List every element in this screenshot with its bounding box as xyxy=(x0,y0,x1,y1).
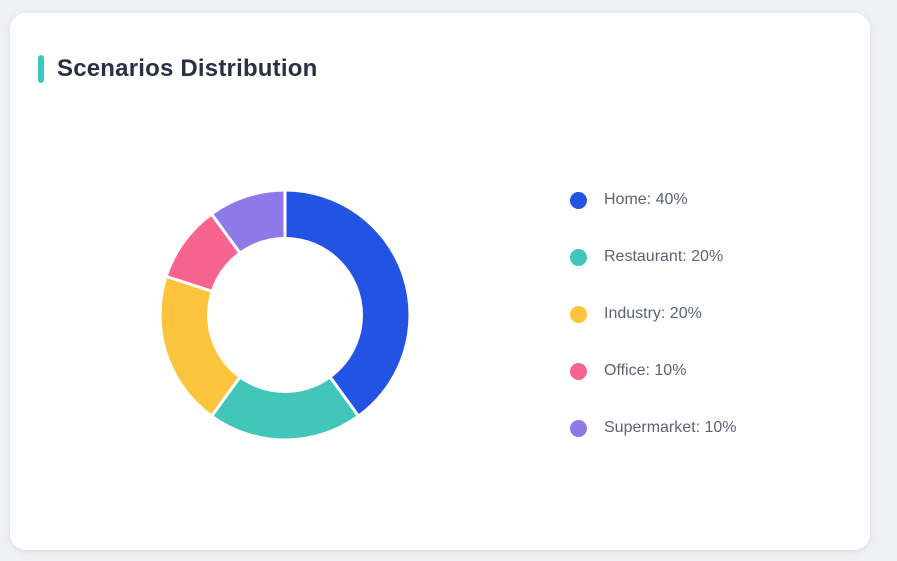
legend-label-restaurant: Restaurant: 20% xyxy=(604,248,724,265)
legend-label-supermarket: Supermarket: 10% xyxy=(604,419,737,436)
legend-label-office: Office: 10% xyxy=(604,362,687,379)
donut-hole xyxy=(207,237,363,393)
donut-chart xyxy=(158,188,412,442)
legend-dot-office xyxy=(570,362,587,380)
legend-item-home[interactable]: Home: 40% xyxy=(570,187,737,213)
legend-dot-industry xyxy=(570,305,587,323)
card-title: Scenarios Distribution xyxy=(57,55,318,82)
legend-item-supermarket[interactable]: Supermarket: 10% xyxy=(570,415,737,441)
legend-dot-home xyxy=(570,191,587,209)
legend-item-office[interactable]: Office: 10% xyxy=(570,358,737,384)
legend-label-home: Home: 40% xyxy=(604,191,688,208)
legend-item-industry[interactable]: Industry: 20% xyxy=(570,301,737,327)
title-accent-bar xyxy=(38,55,44,83)
legend-item-restaurant[interactable]: Restaurant: 20% xyxy=(570,244,737,270)
legend-dot-supermarket xyxy=(570,419,587,437)
chart-legend: Home: 40% Restaurant: 20% Industry: 20% … xyxy=(570,187,737,441)
legend-label-industry: Industry: 20% xyxy=(604,305,702,322)
legend-dot-restaurant xyxy=(570,248,587,266)
scenarios-distribution-card: Scenarios Distribution Home: 40% Restaur… xyxy=(10,13,870,550)
donut-chart-container xyxy=(150,180,420,450)
